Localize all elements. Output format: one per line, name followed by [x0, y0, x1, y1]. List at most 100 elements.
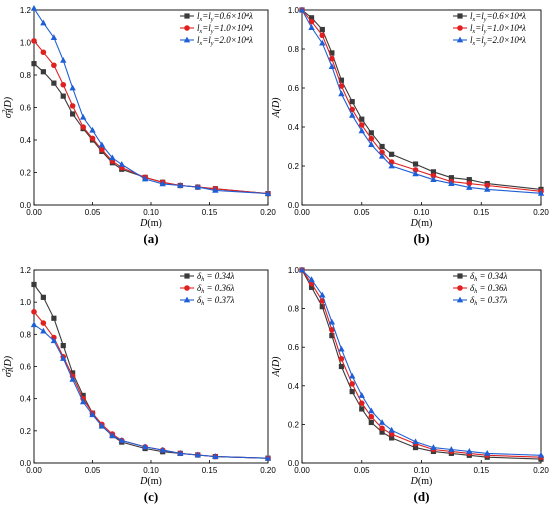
legend-marker	[457, 285, 463, 291]
data-point	[51, 62, 57, 69]
data-point	[298, 266, 306, 273]
data-point	[430, 172, 437, 179]
data-point	[40, 49, 47, 56]
legend-entry: lx=ly=0.6×10⁴λ	[470, 11, 526, 23]
legend-entry: lx=ly=0.6×10⁴λ	[197, 11, 253, 23]
data-point	[40, 294, 46, 300]
data-point	[89, 135, 96, 142]
data-point	[50, 34, 58, 41]
data-point	[537, 451, 545, 458]
data-point	[379, 429, 385, 435]
series-line	[33, 63, 269, 195]
data-point	[31, 61, 37, 67]
legend-entry: lx=ly=2.0×10⁴λ	[197, 35, 253, 47]
y-tick-label: 0.4	[288, 123, 300, 132]
x-tick-label: 0.10	[143, 466, 159, 475]
y-tick-label: 1.2	[20, 266, 32, 275]
legend-marker	[457, 25, 463, 31]
data-point	[378, 419, 386, 425]
y-tick-label: 1.2	[20, 6, 32, 15]
series-line	[301, 269, 542, 458]
data-point	[212, 186, 219, 193]
legend-marker	[456, 296, 464, 303]
data-point	[328, 63, 336, 69]
x-tick-label: 0.15	[202, 208, 218, 217]
data-point	[349, 381, 355, 387]
data-point	[51, 80, 57, 86]
x-tick-label: 0.10	[414, 208, 430, 217]
data-point	[177, 449, 184, 456]
series-line	[33, 8, 269, 195]
legend-marker	[457, 273, 463, 279]
data-point	[338, 355, 345, 362]
data-point	[109, 432, 116, 439]
data-point	[338, 363, 345, 370]
data-point	[319, 291, 326, 298]
legend-entry: δh = 0.34λ	[197, 271, 235, 283]
x-tick-label: 0.05	[354, 466, 370, 475]
data-point	[349, 106, 355, 113]
y-tick-label: 0.8	[20, 71, 32, 80]
data-point	[430, 176, 437, 183]
series-line	[301, 269, 542, 456]
series-line	[301, 9, 542, 194]
legend-entry: δh = 0.37λ	[470, 295, 508, 307]
data-point	[30, 321, 38, 328]
legend-marker	[184, 285, 190, 291]
series-line	[33, 40, 269, 195]
data-point	[349, 99, 355, 105]
data-point	[319, 32, 326, 39]
data-point	[329, 55, 335, 62]
legend-marker	[457, 13, 463, 19]
legend-marker	[183, 36, 191, 43]
series-line	[301, 9, 542, 190]
data-point	[412, 161, 419, 167]
data-point	[338, 83, 345, 89]
series-line	[33, 311, 269, 459]
legend-marker	[184, 13, 190, 19]
data-point	[60, 56, 67, 63]
data-point	[118, 160, 125, 167]
data-point	[358, 122, 365, 128]
y-tick-label: 0.2	[288, 162, 300, 171]
y-tick-label: 0.6	[20, 104, 32, 113]
data-point	[141, 443, 149, 450]
y-tick-label: 1.0	[20, 298, 32, 307]
data-point	[368, 419, 374, 426]
legend-entry: δh = 0.34λ	[470, 271, 508, 283]
data-point	[194, 451, 201, 458]
y-tick-label: 1.0	[288, 266, 300, 275]
data-point	[264, 190, 272, 197]
data-point	[40, 69, 46, 75]
data-point	[31, 281, 37, 288]
x-tick-label: 0.00	[294, 466, 310, 475]
data-point	[359, 406, 365, 412]
panel-label: (c)	[144, 489, 158, 504]
data-point	[264, 454, 272, 461]
panel-label: (d)	[414, 489, 430, 504]
y-tick-label: 0.2	[20, 169, 32, 178]
data-point	[99, 146, 105, 153]
y-tick-label: 0.0	[288, 201, 300, 210]
data-point	[212, 453, 219, 459]
data-point	[379, 149, 385, 156]
data-point	[389, 151, 395, 157]
data-point	[430, 169, 437, 175]
data-point	[537, 189, 545, 196]
data-point	[60, 342, 66, 349]
legend-entry: lx=ly=1.0×10⁴λ	[470, 23, 526, 35]
data-point	[388, 426, 395, 433]
data-point	[466, 448, 473, 454]
data-point	[40, 19, 47, 26]
data-point	[319, 26, 325, 33]
data-point	[328, 318, 336, 325]
data-point	[412, 167, 419, 173]
data-point	[412, 170, 419, 177]
x-tick-label: 0.00	[26, 208, 42, 217]
data-point	[448, 175, 454, 181]
x-tick-label: 0.15	[473, 466, 489, 475]
data-point	[412, 444, 419, 451]
data-point	[359, 116, 365, 122]
x-tick-label: 0.20	[260, 208, 276, 217]
x-axis-label: D(m)	[139, 476, 162, 487]
